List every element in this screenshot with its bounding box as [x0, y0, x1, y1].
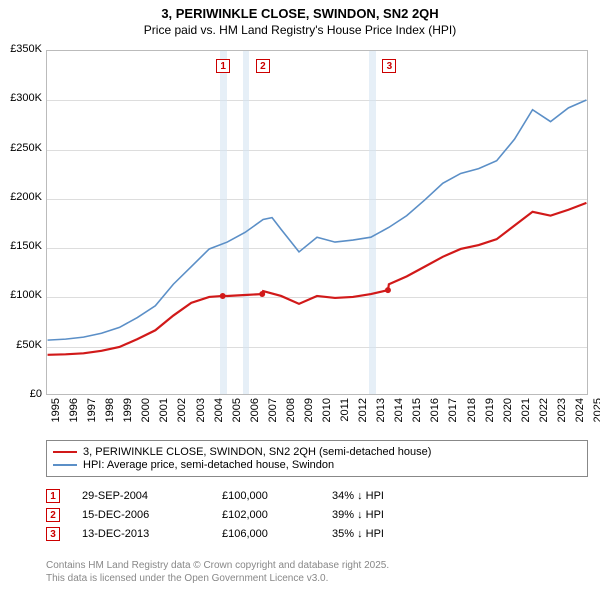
y-axis-label: £250K [2, 142, 42, 154]
x-axis-label: 2018 [466, 398, 478, 430]
x-axis-label: 2015 [411, 398, 423, 430]
y-axis-label: £100K [2, 289, 42, 301]
x-axis-label: 2022 [538, 398, 550, 430]
sale-marker-dot [220, 293, 226, 299]
x-axis-label: 2012 [357, 398, 369, 430]
legend-item: HPI: Average price, semi-detached house,… [53, 459, 581, 471]
transaction-price: £106,000 [222, 528, 332, 540]
legend-text: HPI: Average price, semi-detached house,… [83, 459, 334, 471]
transaction-row: 1 29-SEP-2004£100,00034% ↓ HPI [46, 489, 588, 503]
x-axis-label: 2011 [339, 398, 351, 430]
x-axis-label: 1996 [68, 398, 80, 430]
legend-swatch [53, 451, 77, 453]
legend: 3, PERIWINKLE CLOSE, SWINDON, SN2 2QH (s… [46, 440, 588, 477]
x-axis-label: 2021 [520, 398, 532, 430]
x-axis-label: 2008 [285, 398, 297, 430]
x-axis-label: 2014 [393, 398, 405, 430]
transaction-marker: 3 [46, 527, 60, 541]
x-axis-label: 1999 [122, 398, 134, 430]
chart-marker: 1 [216, 59, 230, 73]
x-axis-label: 2016 [429, 398, 441, 430]
footer-line: This data is licensed under the Open Gov… [46, 573, 389, 586]
x-axis-label: 2009 [303, 398, 315, 430]
transaction-table: 1 29-SEP-2004£100,00034% ↓ HPI 2 15-DEC-200… [46, 484, 588, 546]
x-axis-label: 2017 [447, 398, 459, 430]
title-subtitle: Price paid vs. HM Land Registry's House … [0, 23, 600, 37]
title-block: 3, PERIWINKLE CLOSE, SWINDON, SN2 2QH Pr… [0, 0, 600, 39]
chart-plot-area: 1 2 3 [46, 50, 588, 395]
x-axis-label: 2024 [574, 398, 586, 430]
footer-line: Contains HM Land Registry data © Crown c… [46, 560, 389, 573]
transaction-row: 2 15-DEC-2006£102,00039% ↓ HPI [46, 508, 588, 522]
x-axis-label: 2002 [176, 398, 188, 430]
transaction-diff: 35% ↓ HPI [332, 528, 452, 540]
series-line [48, 203, 587, 355]
x-axis-label: 2007 [267, 398, 279, 430]
x-axis-label: 2013 [375, 398, 387, 430]
transaction-row: 3 13-DEC-2013£106,00035% ↓ HPI [46, 527, 588, 541]
transaction-price: £102,000 [222, 509, 332, 521]
x-axis-label: 2004 [213, 398, 225, 430]
transaction-marker: 2 [46, 508, 60, 522]
title-address: 3, PERIWINKLE CLOSE, SWINDON, SN2 2QH [0, 6, 600, 21]
sale-marker-dot [259, 291, 265, 297]
x-axis-label: 1997 [86, 398, 98, 430]
x-axis-label: 2019 [484, 398, 496, 430]
chart-lines [47, 51, 587, 394]
y-axis-label: £300K [2, 92, 42, 104]
chart-marker: 3 [382, 59, 396, 73]
x-axis-label: 2000 [140, 398, 152, 430]
transaction-marker: 1 [46, 489, 60, 503]
x-axis-label: 1998 [104, 398, 116, 430]
y-axis-label: £150K [2, 240, 42, 252]
x-axis-label: 2003 [195, 398, 207, 430]
transaction-price: £100,000 [222, 490, 332, 502]
sale-marker-dot [385, 287, 391, 293]
x-axis-label: 1995 [50, 398, 62, 430]
x-axis-label: 2001 [158, 398, 170, 430]
y-axis-label: £50K [2, 339, 42, 351]
x-axis-label: 2020 [502, 398, 514, 430]
x-axis-label: 2006 [249, 398, 261, 430]
legend-text: 3, PERIWINKLE CLOSE, SWINDON, SN2 2QH (s… [83, 446, 431, 458]
transaction-diff: 39% ↓ HPI [332, 509, 452, 521]
y-axis-label: £350K [2, 43, 42, 55]
x-axis-label: 2010 [321, 398, 333, 430]
y-axis-label: £200K [2, 191, 42, 203]
transaction-diff: 34% ↓ HPI [332, 490, 452, 502]
series-line [48, 100, 587, 340]
transaction-date: 15-DEC-2006 [82, 509, 222, 521]
legend-swatch [53, 464, 77, 466]
x-axis-label: 2023 [556, 398, 568, 430]
transaction-date: 13-DEC-2013 [82, 528, 222, 540]
y-axis-label: £0 [2, 388, 42, 400]
transaction-date: 29-SEP-2004 [82, 490, 222, 502]
legend-item: 3, PERIWINKLE CLOSE, SWINDON, SN2 2QH (s… [53, 446, 581, 458]
x-axis-label: 2005 [231, 398, 243, 430]
chart-marker: 2 [256, 59, 270, 73]
footer-attribution: Contains HM Land Registry data © Crown c… [46, 560, 389, 585]
x-axis-label: 2025 [592, 398, 600, 430]
chart-container: 3, PERIWINKLE CLOSE, SWINDON, SN2 2QH Pr… [0, 0, 600, 590]
